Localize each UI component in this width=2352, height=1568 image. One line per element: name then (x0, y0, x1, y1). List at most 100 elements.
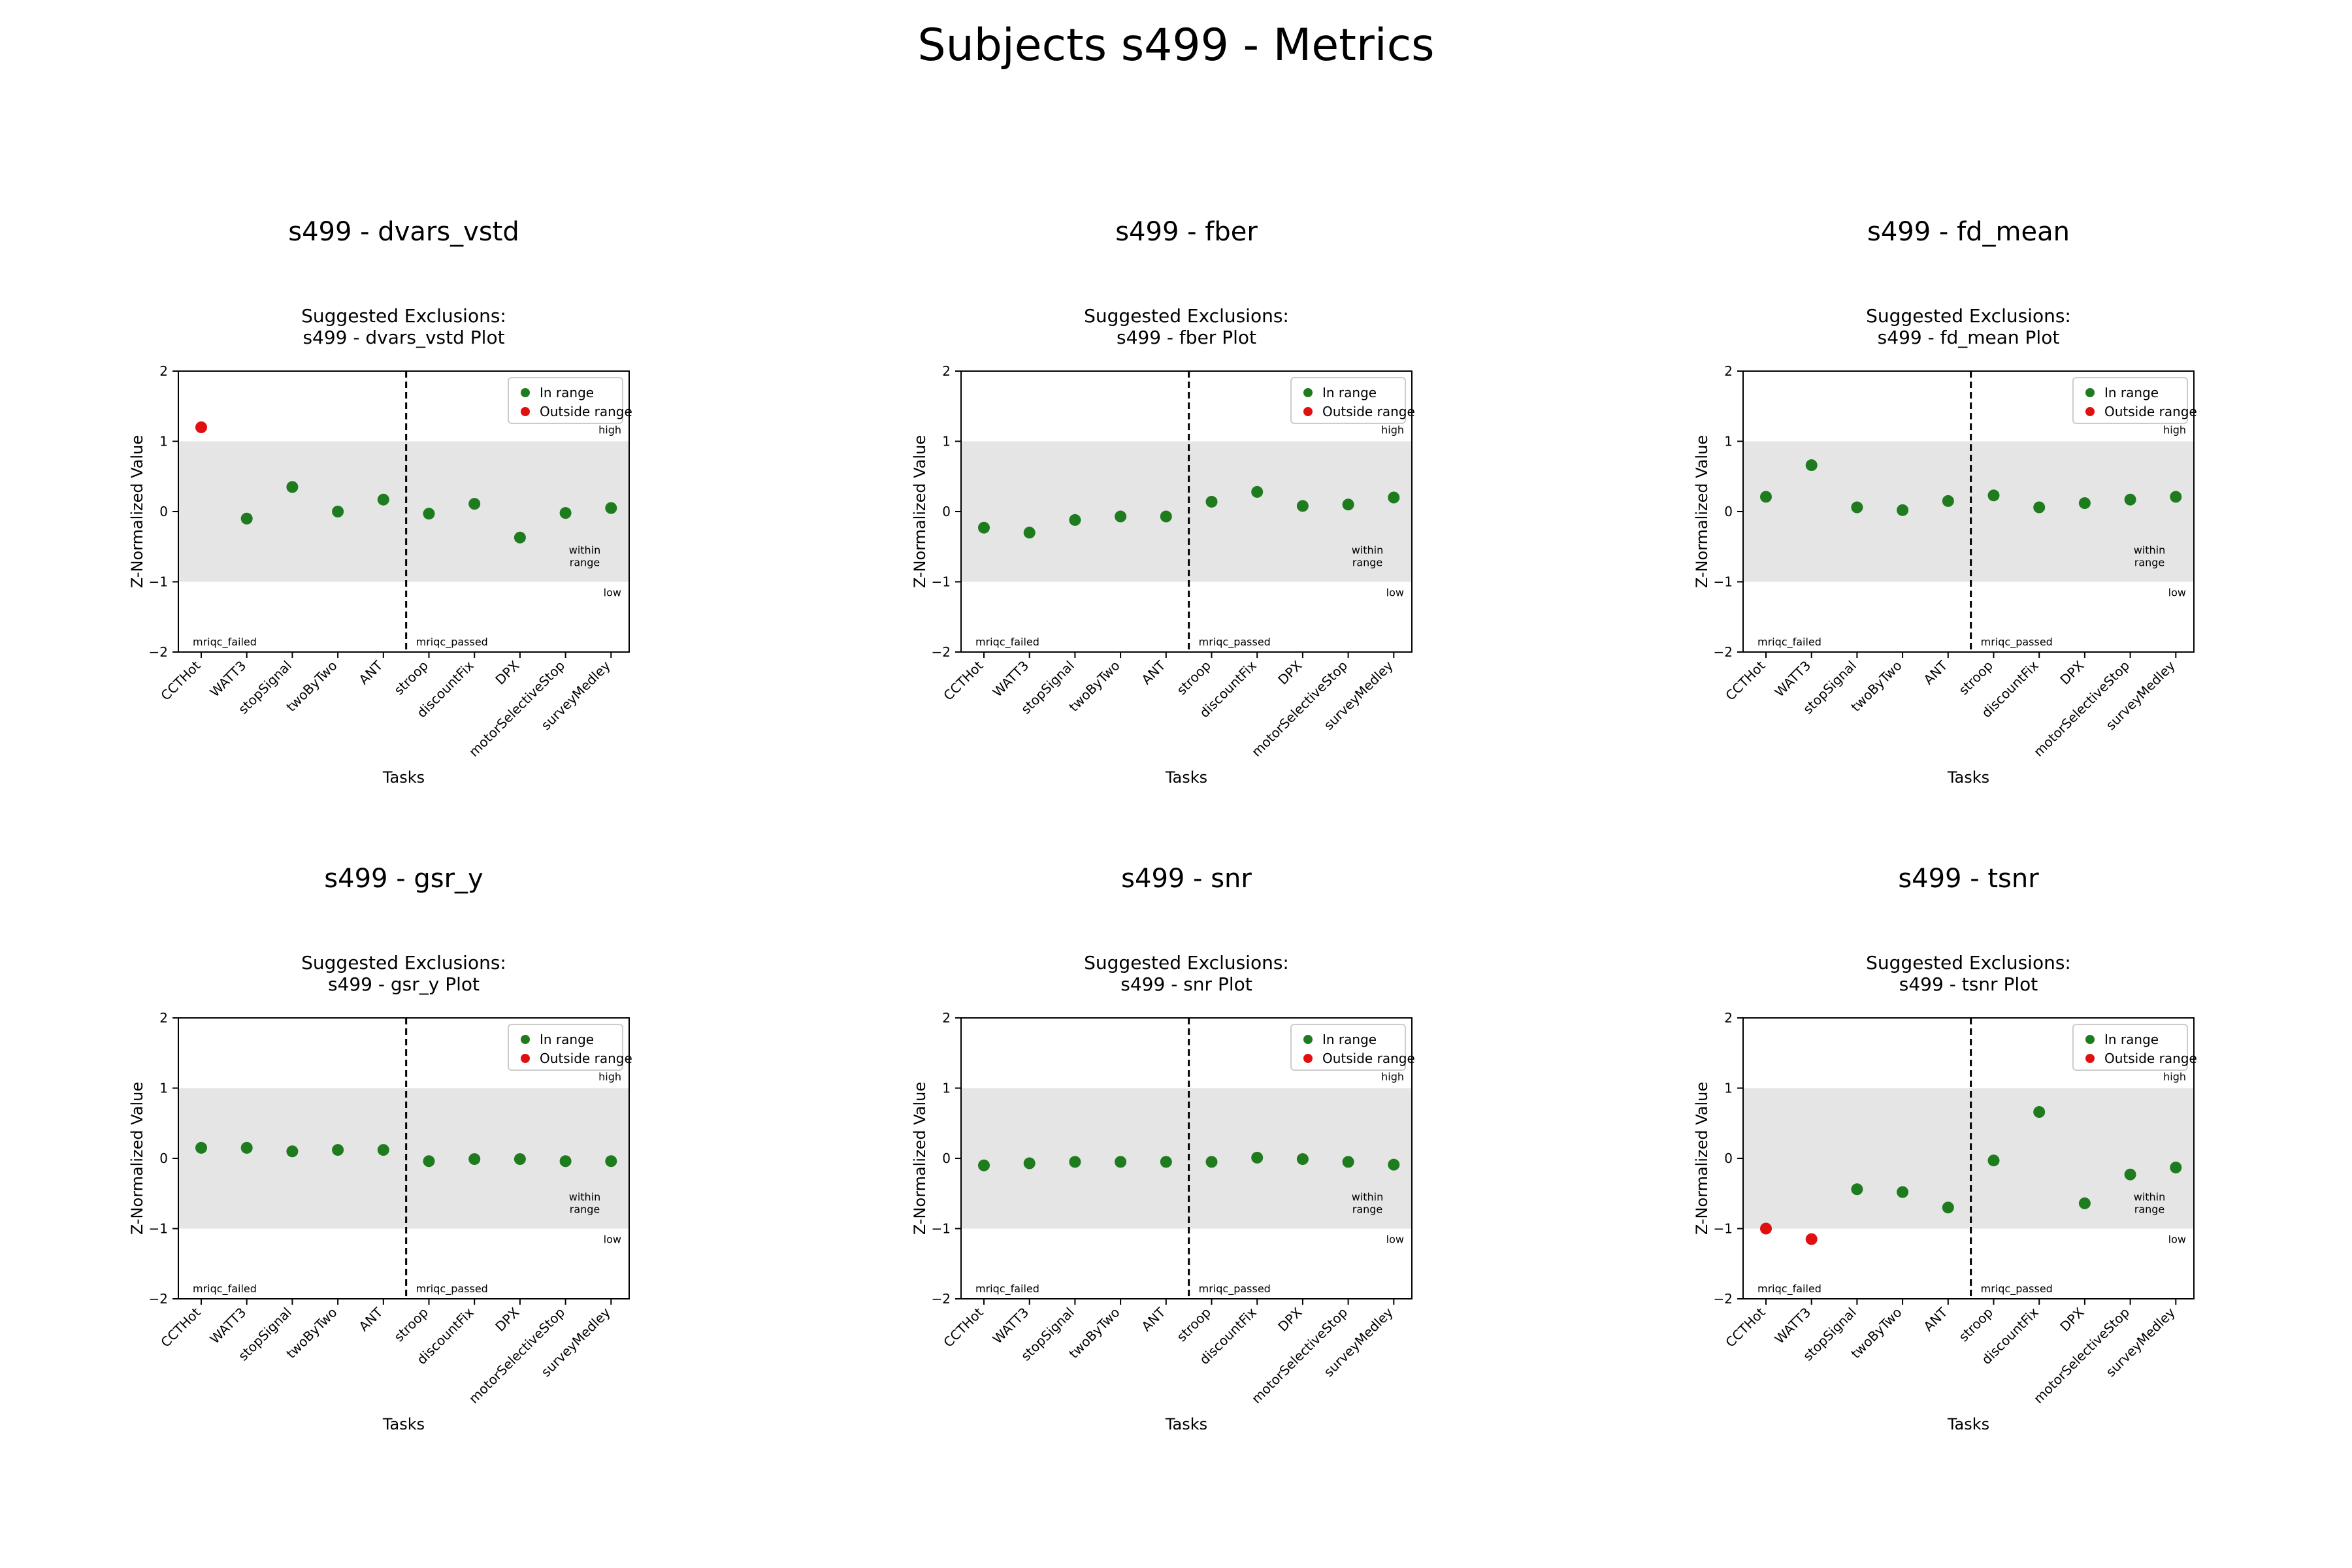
y-tick-label: 2 (159, 1010, 168, 1026)
data-point (1296, 500, 1309, 512)
data-point (195, 1141, 207, 1154)
x-tick-label: WATT3 (206, 1305, 249, 1347)
x-tick-label: stroop (1173, 1305, 1214, 1345)
annotation-low: low (604, 1233, 621, 1246)
x-tick-label: ANT (1920, 1304, 1950, 1334)
x-axis-label: Tasks (1165, 768, 1207, 787)
data-point (286, 481, 299, 493)
chart-title: Suggested Exclusions: s499 - tsnr Plot (1866, 952, 2071, 995)
legend-marker-outside-range (1303, 407, 1313, 416)
panel-heading: s499 - fd_mean (1867, 217, 2070, 247)
x-axis-label: Tasks (382, 1415, 425, 1433)
within-range-band (1743, 1088, 2194, 1229)
legend-marker-in-range (1303, 1035, 1313, 1044)
y-tick-label: −2 (1714, 1291, 1733, 1307)
legend-label-in-range: In range (1322, 385, 1377, 400)
panel-heading: s499 - gsr_y (324, 864, 483, 894)
data-point (423, 1155, 435, 1168)
data-point (605, 502, 617, 514)
annotation-low: low (2168, 1233, 2186, 1246)
data-point (2124, 1168, 2136, 1181)
data-point (1205, 495, 1218, 508)
data-point (1388, 1158, 1400, 1171)
data-point (1851, 1183, 1863, 1196)
y-axis-label: Z-Normalized Value (911, 435, 929, 588)
data-point (240, 512, 253, 525)
legend-box (2072, 377, 2188, 424)
data-point (2033, 1106, 2046, 1119)
panel-heading: s499 - dvars_vstd (288, 217, 519, 247)
legend-label-outside-range: Outside range (540, 404, 632, 419)
x-tick-label: stroop (1173, 658, 1214, 698)
annotation-low: low (1386, 587, 1404, 599)
legend-marker-outside-range (521, 407, 530, 416)
data-point (1115, 510, 1127, 523)
x-tick-label: CCTHot (157, 657, 203, 703)
y-axis-label: Z-Normalized Value (911, 1082, 929, 1235)
annotation-within-range: within range (1352, 1191, 1384, 1216)
legend-label-in-range: In range (2104, 385, 2159, 400)
legend-box (2072, 1024, 2188, 1071)
x-tick-label: WATT3 (206, 658, 249, 700)
x-tick-label: ANT (1920, 657, 1950, 687)
data-point (1805, 1233, 1818, 1245)
panel-heading: s499 - tsnr (1898, 864, 2039, 894)
chart-title: Suggested Exclusions: s499 - fber Plot (1084, 305, 1289, 348)
y-tick-label: 2 (942, 1010, 951, 1026)
annotation-low: low (2168, 587, 2186, 599)
x-tick-label: stroop (1955, 1305, 1996, 1345)
data-point (1160, 1156, 1172, 1168)
annotation-mriqc-failed: mriqc_failed (975, 636, 1039, 649)
within-range-band (961, 1088, 1412, 1229)
data-point (1205, 1156, 1218, 1168)
data-point (1069, 514, 1081, 526)
y-tick-label: −1 (1714, 1221, 1733, 1237)
x-tick-label: DPX (2057, 1304, 2087, 1334)
x-axis-label: Tasks (1947, 1415, 1989, 1433)
data-point (468, 1153, 481, 1166)
chart-title: Suggested Exclusions: s499 - gsr_y Plot (301, 952, 506, 995)
data-point (1251, 485, 1264, 498)
annotation-mriqc-failed: mriqc_failed (193, 636, 257, 649)
y-tick-label: −1 (1714, 574, 1733, 590)
legend-label-in-range: In range (540, 1032, 594, 1047)
x-tick-label: WATT3 (1771, 1305, 1814, 1347)
y-tick-label: 0 (1724, 504, 1733, 519)
annotation-mriqc-passed: mriqc_passed (1199, 1282, 1271, 1296)
data-point (1069, 1156, 1081, 1168)
x-tick-label: WATT3 (1771, 658, 1814, 700)
data-point (559, 507, 572, 519)
data-point (332, 1144, 344, 1156)
data-point (2124, 493, 2136, 506)
x-tick-label: ANT (1138, 657, 1168, 687)
legend-marker-in-range (521, 388, 530, 397)
annotation-high: high (1381, 424, 1404, 436)
legend-label-outside-range: Outside range (1322, 404, 1415, 419)
legend-label-in-range: In range (2104, 1032, 2159, 1047)
x-tick-label: stroop (391, 658, 431, 698)
chart-title: Suggested Exclusions: s499 - fd_mean Plot (1866, 305, 2071, 348)
data-point (1987, 1154, 2000, 1167)
annotation-high: high (598, 424, 621, 436)
y-tick-label: 0 (159, 504, 168, 519)
x-axis-label: Tasks (1165, 1415, 1207, 1433)
legend-marker-in-range (2085, 1035, 2095, 1044)
legend-label-in-range: In range (540, 385, 594, 400)
chart-5: s499 - snr Suggested Exclusions: s499 - sn… (911, 864, 1415, 1433)
data-point (1023, 527, 1036, 539)
data-point (978, 1159, 990, 1171)
data-point (1897, 504, 1909, 516)
y-tick-label: 1 (942, 434, 951, 449)
y-tick-label: −2 (1714, 644, 1733, 660)
annotation-within-range: within range (2134, 1191, 2166, 1216)
legend-marker-outside-range (2085, 407, 2095, 416)
x-tick-label: CCTHot (157, 1304, 203, 1350)
annotation-within-range: within range (2134, 544, 2166, 569)
y-axis-label: Z-Normalized Value (1693, 435, 1711, 588)
annotation-low: low (1386, 1233, 1404, 1246)
legend-box (1290, 1024, 1406, 1071)
data-point (1115, 1156, 1127, 1168)
legend-label-outside-range: Outside range (1322, 1051, 1415, 1066)
x-tick-label: CCTHot (1722, 1304, 1768, 1350)
annotation-mriqc-failed: mriqc_failed (1757, 636, 1821, 649)
